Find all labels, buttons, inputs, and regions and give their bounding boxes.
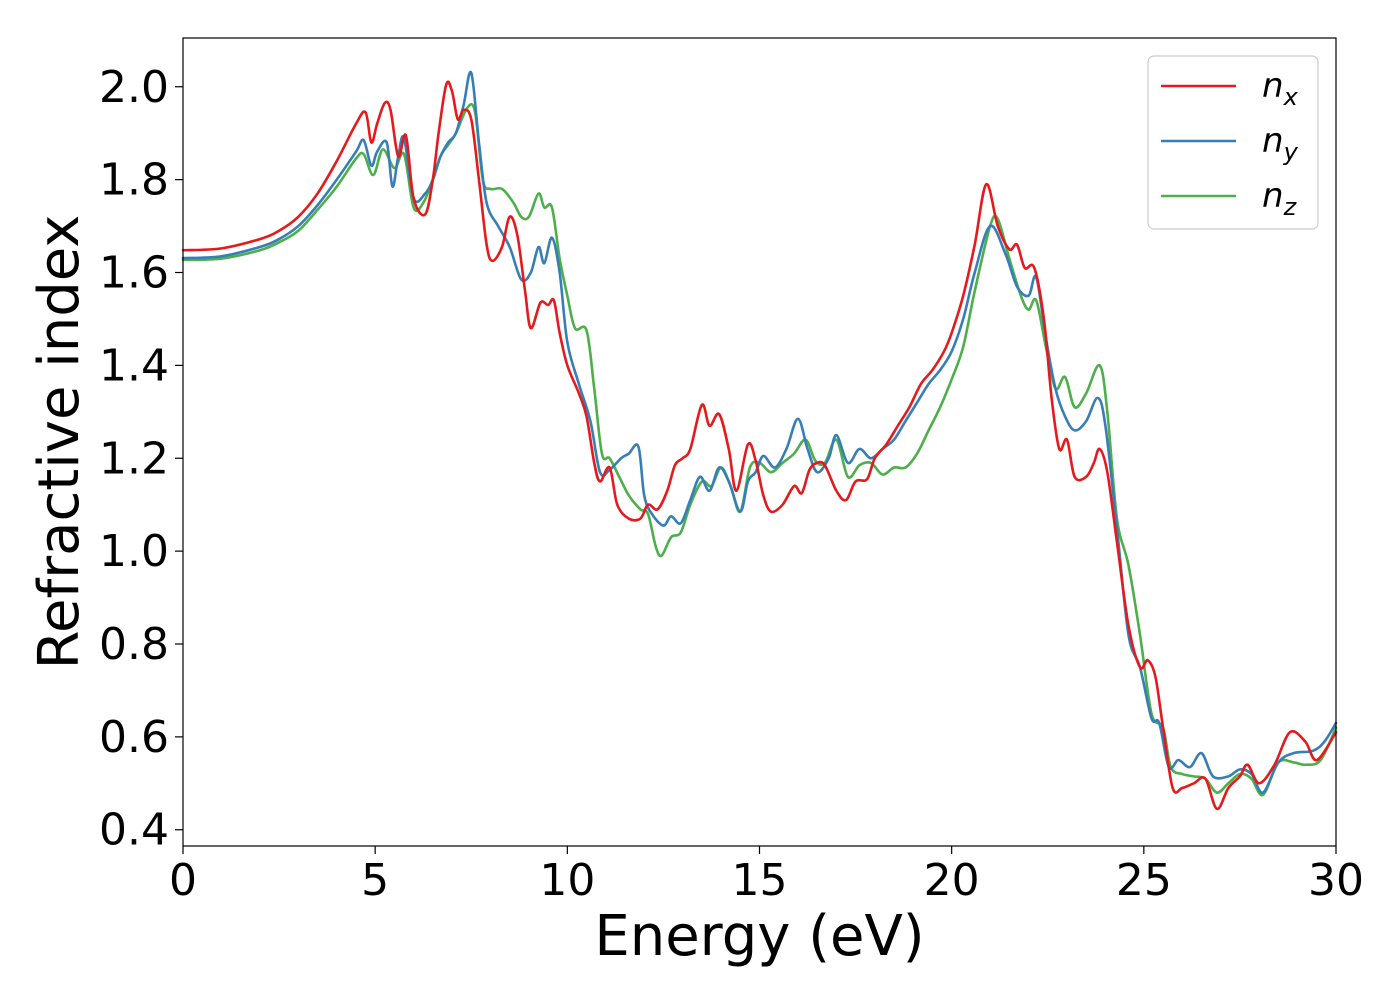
plot-lines (181, 70, 1338, 811)
x-tick-label: 0 (169, 855, 197, 906)
x-axis-title: Energy (eV) (594, 904, 924, 969)
legend: nx ny nz (1147, 55, 1319, 230)
x-tick-label: 15 (732, 855, 788, 906)
axis-ticks: 0 5 10 15 20 25 30 0.4 0.6 0.8 1.0 1.2 1.4 1.6 1.8 2.0 (99, 62, 1364, 906)
y-tick-label: 2.0 (99, 62, 169, 113)
y-tick-label: 1.6 (99, 248, 169, 299)
plot-frame (182, 37, 1337, 847)
series-line-nx (181, 80, 1338, 811)
y-tick-label: 0.4 (99, 805, 169, 856)
y-tick-label: 0.6 (99, 712, 169, 763)
y-tick-label: 1.0 (99, 526, 169, 577)
x-tick-label: 30 (1308, 855, 1364, 906)
x-tick-label: 25 (1116, 855, 1172, 906)
legend-entry-ny: ny (1262, 121, 1299, 166)
y-tick-label: 1.8 (99, 155, 169, 206)
x-tick-label: 10 (539, 855, 595, 906)
legend-box (1147, 55, 1319, 230)
y-tick-label: 0.8 (99, 619, 169, 670)
y-axis-title: Refractive index (27, 215, 92, 670)
legend-entry-nx: nx (1262, 66, 1299, 111)
y-tick-label: 1.4 (99, 340, 169, 391)
legend-entry-nz: nz (1262, 176, 1298, 221)
x-tick-label: 5 (361, 855, 389, 906)
y-tick-label: 1.2 (99, 433, 169, 484)
x-tick-label: 20 (924, 855, 980, 906)
